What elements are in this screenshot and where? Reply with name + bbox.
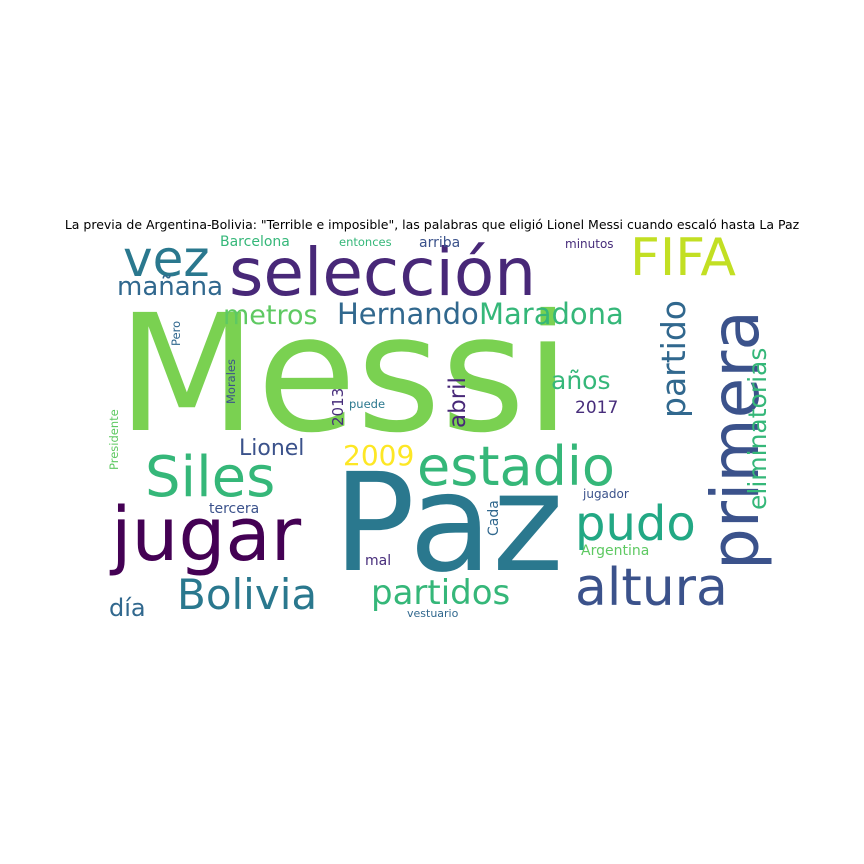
word-maradona: Maradona xyxy=(479,297,624,331)
word-tercera: tercera xyxy=(209,501,260,517)
word-jugar: jugar xyxy=(111,492,302,578)
wordcloud-title: La previa de Argentina-Bolivia: "Terribl… xyxy=(64,217,800,232)
word-morales: Morales xyxy=(224,359,238,404)
word-mal: mal xyxy=(365,553,392,569)
word-cloud: Messi Paz selección primera jugar estadi… xyxy=(95,232,775,624)
word-minutos: minutos xyxy=(565,237,614,251)
word-eliminatorias: eliminatorias xyxy=(743,347,772,510)
word-puede: puede xyxy=(349,397,386,411)
word-jugador: jugador xyxy=(583,487,629,501)
word-vestuario: vestuario xyxy=(407,607,459,620)
word-pero: Pero xyxy=(169,320,183,346)
word-hernando: Hernando xyxy=(337,297,479,331)
word-estadio: estadio xyxy=(417,435,615,498)
word-fifa: FIFA xyxy=(630,232,736,288)
word-altura: altura xyxy=(575,558,728,618)
word-seleccion: selección xyxy=(229,234,537,311)
word-paz: Paz xyxy=(333,445,564,603)
word-messi: Messi xyxy=(117,281,571,469)
word-dia: día xyxy=(109,594,146,622)
word-siles: Siles xyxy=(145,445,276,510)
word-entonces: entonces xyxy=(339,235,392,249)
word-abril: abril xyxy=(445,377,471,428)
word-arriba: arriba xyxy=(419,235,461,251)
word-2013: 2013 xyxy=(329,387,347,426)
word-barcelona: Barcelona xyxy=(220,234,290,250)
word-anos: años xyxy=(551,366,611,395)
word-bolivia: Bolivia xyxy=(177,570,318,619)
word-pudo: pudo xyxy=(575,496,696,552)
word-lionel: Lionel xyxy=(239,436,305,461)
word-2009: 2009 xyxy=(343,439,415,472)
word-cada: Cada xyxy=(486,500,502,536)
word-2017: 2017 xyxy=(575,398,619,418)
word-manana: mañana xyxy=(117,272,224,302)
word-argentina: Argentina xyxy=(581,543,650,559)
word-partidos: partidos xyxy=(371,573,511,613)
word-presidente: Presidente xyxy=(107,409,121,470)
word-partido: partido xyxy=(654,300,693,418)
word-vez: vez xyxy=(123,232,210,288)
word-metros: metros xyxy=(223,300,318,331)
